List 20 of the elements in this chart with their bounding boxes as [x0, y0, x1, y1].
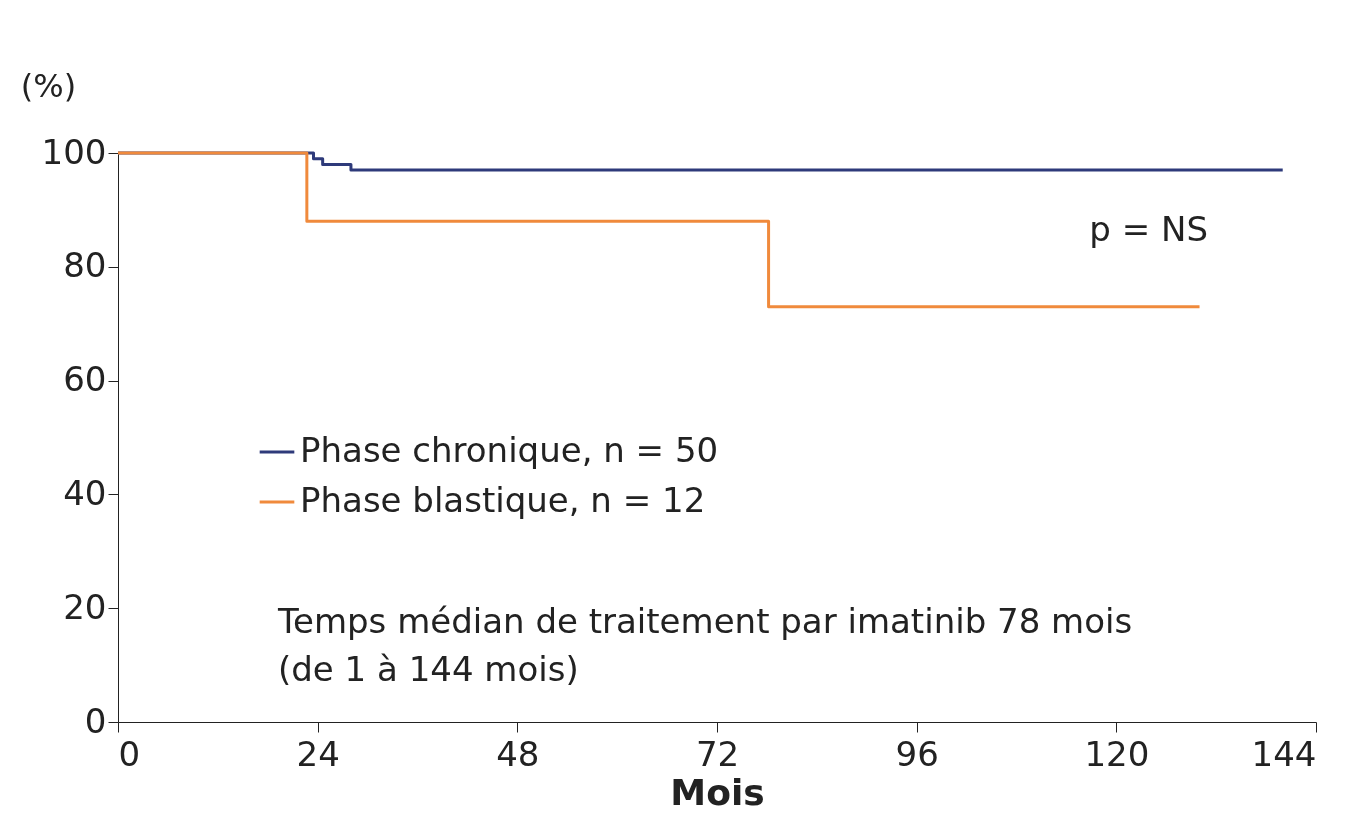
y-tick-label: 100: [41, 131, 107, 172]
x-tick-label: 0: [118, 733, 141, 774]
x-axis-title: Mois: [670, 771, 765, 813]
annotation: (de 1 à 144 mois): [278, 649, 579, 689]
y-tick-label: 40: [63, 472, 107, 513]
legend-label: Phase blastique, n = 12: [300, 480, 706, 520]
x-tick-label: 144: [1251, 733, 1317, 774]
x-tick-label: 72: [695, 733, 740, 774]
x-tick-label: 120: [1084, 733, 1150, 774]
x-tick-label: 24: [296, 733, 340, 774]
y-tick-label: 20: [63, 586, 107, 627]
annotation: Temps médian de traitement par imatinib 78 mois: [277, 601, 1133, 641]
annotation: p = NS: [1089, 209, 1208, 249]
legend-label: Phase chronique, n = 50: [300, 430, 719, 470]
x-tick-label: 96: [895, 733, 939, 774]
y-axis-title: (%): [20, 66, 77, 105]
y-tick-label: 80: [63, 245, 107, 286]
x-tick-label: 48: [496, 733, 540, 774]
y-tick-label: 0: [84, 700, 107, 741]
y-tick-label: 60: [63, 359, 107, 400]
